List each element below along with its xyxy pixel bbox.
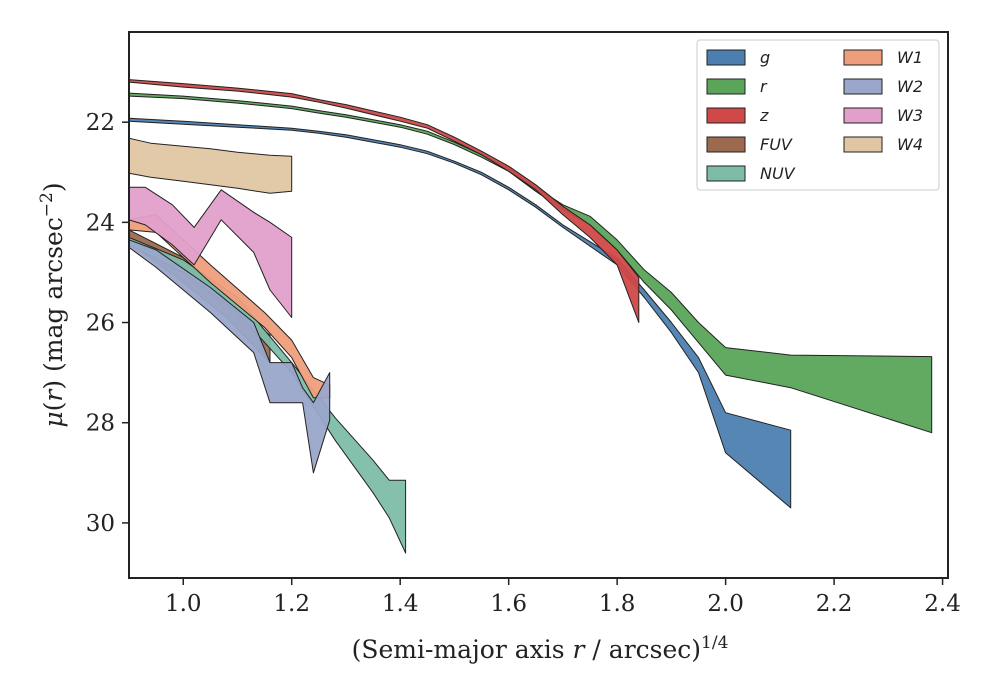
legend-swatch-w4 bbox=[843, 136, 883, 153]
legend: grz FUV NUV W1 W2 W3 W4 bbox=[696, 39, 940, 191]
x-tick-label: 1.6 bbox=[490, 591, 527, 617]
legend-label-z: z bbox=[759, 106, 769, 125]
legend-swatch-r bbox=[706, 78, 746, 95]
axes: 1.0 1.2 1.4 1.6 1.8 2.0 2.2 2.4 22 24 26 28 30 bbox=[86, 31, 961, 617]
y-tick-label: 24 bbox=[86, 210, 115, 236]
y-tick-label: 26 bbox=[86, 311, 115, 337]
legend-label-g: g bbox=[760, 48, 770, 67]
legend-label-w2: W2 bbox=[897, 77, 923, 96]
x-tick-label: 1.8 bbox=[599, 591, 636, 617]
legend-swatch-z bbox=[706, 107, 746, 124]
series-bands bbox=[129, 79, 933, 554]
series-band-g bbox=[129, 117, 792, 509]
legend-swatch-g bbox=[706, 49, 746, 66]
legend-label-w3: W3 bbox=[897, 106, 923, 125]
series-band-w4 bbox=[129, 137, 293, 194]
x-tick-label: 1.4 bbox=[382, 591, 419, 617]
series-band-r bbox=[129, 92, 933, 434]
legend-swatch-w3 bbox=[843, 107, 883, 124]
x-tick-label: 2.2 bbox=[816, 591, 853, 617]
y-tick-label: 22 bbox=[86, 110, 115, 136]
x-tick-label: 2.4 bbox=[924, 591, 961, 617]
series-band-z bbox=[129, 79, 640, 323]
legend-swatch-w2 bbox=[843, 78, 883, 95]
x-axis-label: (Semi-major axis r / arcsec)1/4 bbox=[352, 633, 729, 664]
legend-label-w4: W4 bbox=[897, 135, 923, 154]
legend-label-w1: W1 bbox=[897, 48, 923, 67]
legend-swatch-fuv bbox=[706, 136, 746, 153]
legend-swatch-w1 bbox=[843, 49, 883, 66]
y-tick-label: 28 bbox=[86, 411, 115, 437]
legend-label-r: r bbox=[760, 77, 768, 96]
legend-swatch-nuv bbox=[706, 165, 746, 182]
series-band-w2 bbox=[129, 239, 331, 474]
legend-label-fuv: FUV bbox=[760, 135, 793, 154]
plot-area bbox=[129, 79, 933, 554]
x-tick-label: 1.2 bbox=[273, 591, 310, 617]
y-tick-label: 30 bbox=[86, 511, 115, 537]
x-tick-label: 1.0 bbox=[165, 591, 202, 617]
legend-label-nuv: NUV bbox=[760, 164, 796, 183]
x-tick-label: 2.0 bbox=[707, 591, 744, 617]
axes-frame bbox=[128, 31, 949, 579]
series-band-w3 bbox=[129, 186, 293, 318]
y-axis-label: μ(r) (mag arcsec−2) bbox=[37, 182, 68, 427]
